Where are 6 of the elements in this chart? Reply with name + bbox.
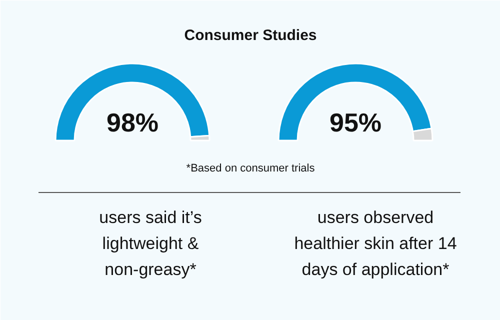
text: Consumer Studies xyxy=(184,27,317,44)
data-label: 95% xyxy=(329,108,382,138)
data-label: 98% xyxy=(106,108,159,138)
text: users observed healthier skin after 14 days of application* xyxy=(294,208,457,279)
text: users said it’s lightweight & non-greasy* xyxy=(99,208,202,279)
text: *Based on consumer trials xyxy=(186,162,316,174)
